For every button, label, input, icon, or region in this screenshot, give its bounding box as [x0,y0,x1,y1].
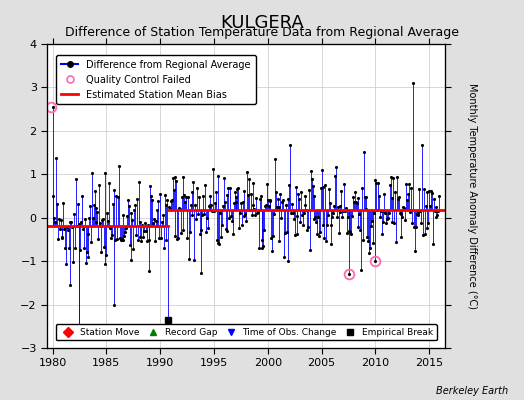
Y-axis label: Monthly Temperature Anomaly Difference (°C): Monthly Temperature Anomaly Difference (… [467,83,477,309]
Text: Berkeley Earth: Berkeley Earth [436,386,508,396]
Legend: Station Move, Record Gap, Time of Obs. Change, Empirical Break: Station Move, Record Gap, Time of Obs. C… [56,324,437,340]
Text: Difference of Station Temperature Data from Regional Average: Difference of Station Temperature Data f… [65,26,459,39]
Text: KULGERA: KULGERA [220,14,304,32]
